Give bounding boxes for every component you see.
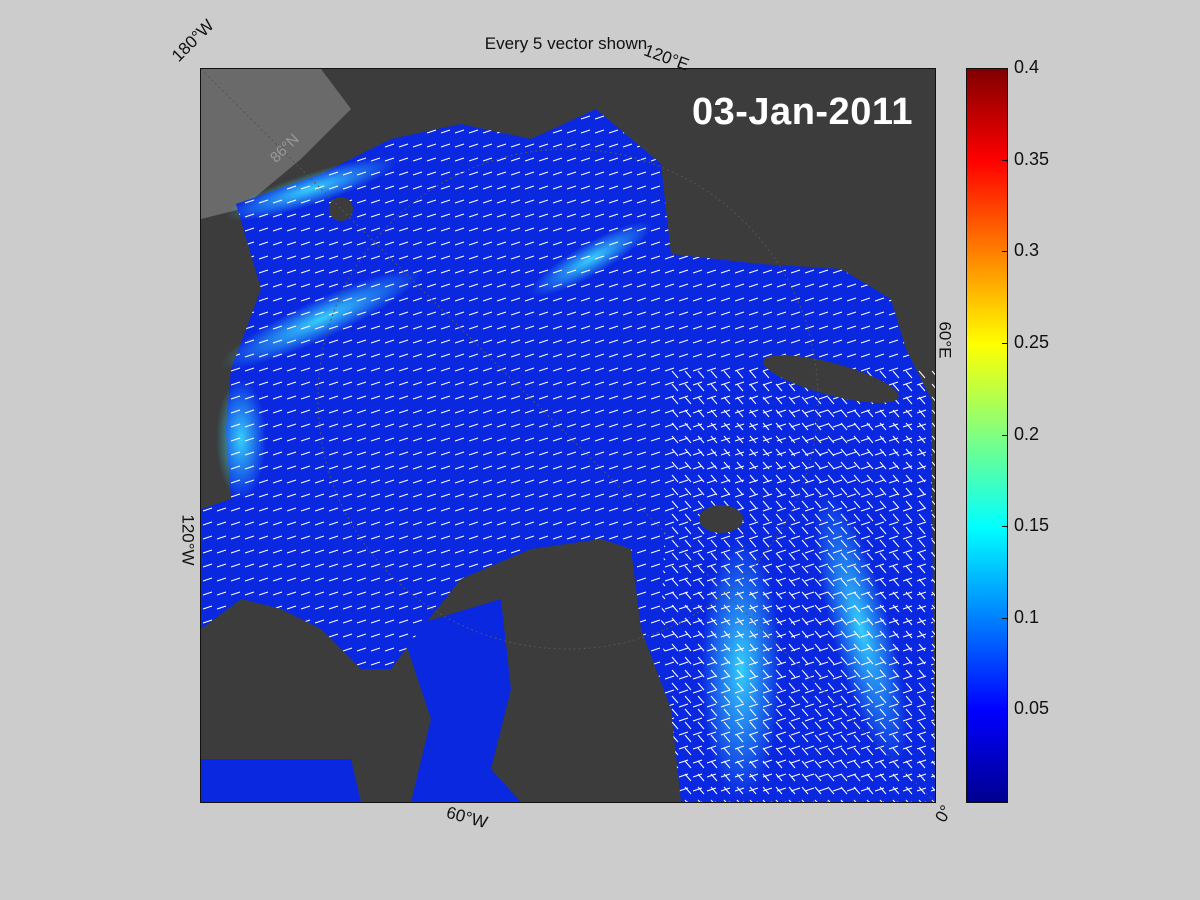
lon-label-60e: 60°E: [935, 321, 955, 359]
colorbar-tick-label: 0.25: [1014, 331, 1050, 352]
velocity-vectors-east: [661, 369, 935, 802]
colorbar-gradient: [967, 69, 1007, 802]
colorbar-tick-mark: [1002, 434, 1007, 436]
colorbar-tick-label: 0.1: [1014, 606, 1040, 627]
colorbar-tick-mark: [1002, 68, 1007, 69]
island: [699, 505, 743, 533]
lon-label-120w: 120°W: [178, 514, 198, 566]
map-canvas: [201, 69, 935, 802]
island: [763, 355, 899, 403]
colorbar-tick-label: 0.3: [1014, 240, 1040, 261]
colorbar-tick-mark: [1002, 251, 1007, 253]
lon-label-60w: 60°W: [444, 802, 490, 833]
lon-label-0: 0°: [931, 801, 956, 826]
colorbar-tick-label: 0.15: [1014, 515, 1050, 536]
date-label: 03-Jan-2011: [692, 91, 913, 133]
colorbar-tick-label: 0.4: [1014, 57, 1040, 77]
sea-ice-channel: [401, 599, 521, 802]
colorbar-tick-label: 0.35: [1014, 148, 1050, 169]
colorbar-tick-mark: [1002, 526, 1007, 528]
colorbar-tick-label: 0.2: [1014, 423, 1040, 444]
colorbar-tick-mark: [1002, 709, 1007, 711]
sea-ice-southwest: [201, 759, 361, 802]
plot-title: Every 5 vector shown: [484, 34, 648, 53]
colorbar-tick-label: 0.05: [1014, 698, 1050, 719]
colorbar: [966, 68, 1008, 803]
colorbar-tick-mark: [1002, 159, 1007, 161]
graticule-circle: [317, 148, 819, 650]
colorbar-tick-mark: [1002, 342, 1007, 344]
arctic-map: 03-Jan-2011: [200, 68, 936, 803]
colorbar-tick-mark: [1002, 617, 1007, 619]
